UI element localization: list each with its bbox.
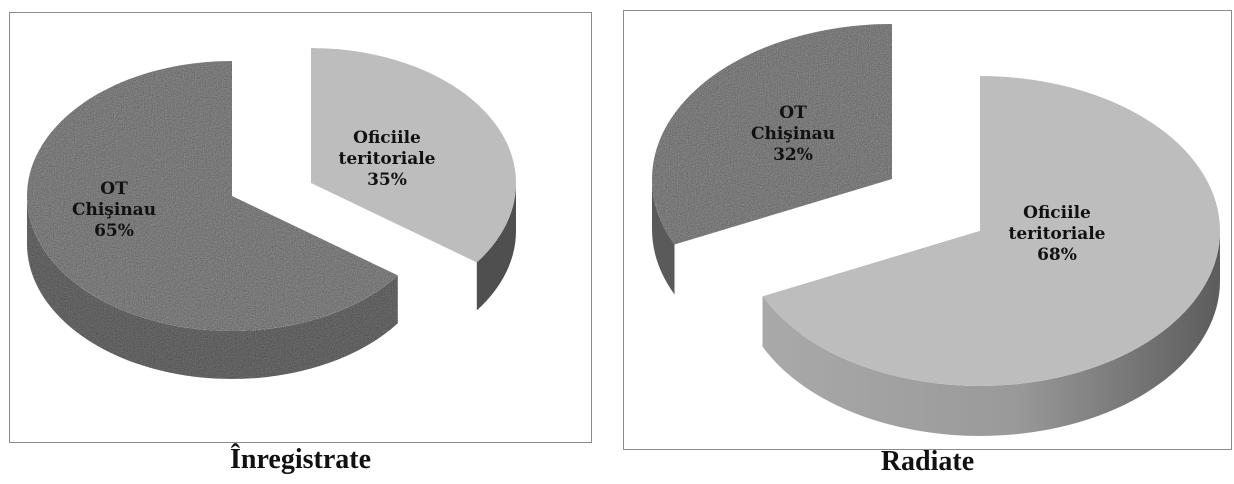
data-label-oficiile-teritoriale-line: 35%	[367, 170, 407, 190]
slice-ot-chisinau	[26, 61, 398, 380]
chart-panel-inregistrate: OT Chişinau 65% Oficiile teritoriale 35%	[9, 12, 592, 443]
data-label-ot-chisinau-line: OT	[100, 179, 128, 199]
data-label-oficiile-teritoriale-line: teritoriale	[339, 149, 436, 169]
data-label-oficiile-teritoriale: Oficiile teritoriale 35%	[339, 128, 436, 190]
chart-title-radiate: Radiate	[880, 446, 975, 477]
data-label-oficiile-teritoriale-line: 68%	[1037, 245, 1077, 265]
data-label-oficiile-teritoriale: Oficiile teritoriale 68%	[1009, 203, 1106, 265]
data-label-oficiile-teritoriale-line: Oficiile	[353, 128, 421, 148]
slice-oficiile-teritoriale	[311, 48, 517, 311]
data-label-ot-chisinau-line: OT	[779, 103, 807, 123]
chart-title-inregistrate: Înregistrate	[230, 444, 371, 475]
data-label-ot-chisinau: OT Chişinau 65%	[72, 179, 156, 241]
data-label-ot-chisinau: OT Chişinau 32%	[751, 103, 835, 165]
pie-chart-inregistrate: OT Chişinau 65% Oficiile teritoriale 35%	[26, 48, 517, 380]
data-label-ot-chisinau-line: 32%	[773, 145, 813, 165]
data-label-ot-chisinau-line: 65%	[94, 221, 134, 241]
data-label-ot-chisinau-line: Chişinau	[72, 200, 156, 220]
data-label-ot-chisinau-line: Chişinau	[751, 124, 835, 144]
data-label-oficiile-teritoriale-line: teritoriale	[1009, 224, 1106, 244]
data-label-oficiile-teritoriale-line: Oficiile	[1023, 203, 1091, 223]
chart-panel-radiate: OT Chişinau 32% Oficiile teritoriale 68%	[623, 10, 1232, 450]
pie-chart-radiate: OT Chişinau 32% Oficiile teritoriale 68%	[652, 24, 1221, 436]
slice-ot-chisinau	[652, 24, 892, 295]
slice-oficiile-teritoriale	[762, 76, 1221, 436]
